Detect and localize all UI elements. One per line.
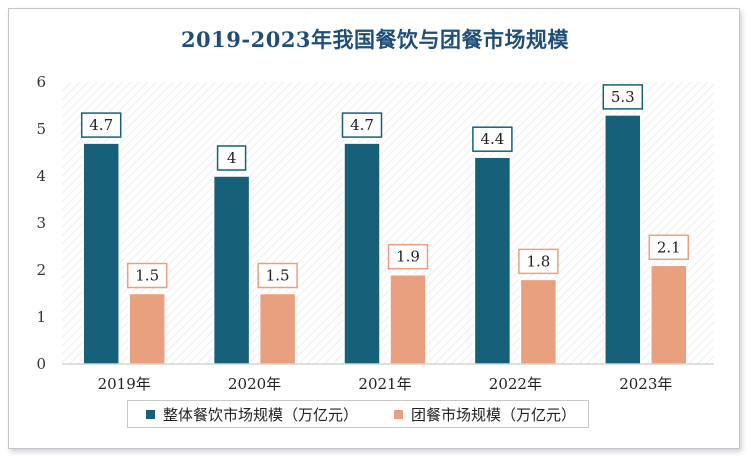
- data-label: 1.5: [135, 267, 159, 285]
- data-label: 1.9: [396, 248, 420, 266]
- data-label: 4: [227, 149, 237, 167]
- legend-swatch-total: [146, 409, 155, 419]
- legend-label-total: 整体餐饮市场规模（万亿元）: [163, 405, 359, 424]
- data-label-box: [648, 234, 690, 261]
- x-tick-label: 2022年: [489, 375, 542, 393]
- legend-item-group-meal: 团餐市场规模（万亿元）: [394, 404, 576, 425]
- data-label-box: [472, 126, 513, 152]
- y-axis: 0 1 2 3 4 5 6: [36, 73, 46, 373]
- data-label: 1.8: [526, 252, 550, 270]
- data-label: 1.5: [266, 267, 290, 285]
- bars-group: 4.7 1.5 4 1.5 4.7 1.9 4.4 1.8 5.3 2.1: [80, 84, 690, 365]
- data-label-box: [387, 243, 429, 270]
- chart-title: 2019-2023年我国餐饮与团餐市场规模: [180, 27, 570, 52]
- bar-group-meal: [128, 292, 166, 365]
- data-label-box: [80, 112, 122, 138]
- y-tick-label: 4: [36, 167, 46, 185]
- data-label-box: [216, 145, 247, 171]
- bar-total: [604, 114, 642, 365]
- y-tick-label: 1: [36, 308, 46, 326]
- bar-total: [82, 142, 120, 365]
- data-label: 5.3: [611, 88, 635, 106]
- data-label-box: [257, 262, 298, 289]
- y-tick-label: 2: [36, 261, 46, 279]
- y-tick-label: 0: [36, 355, 46, 373]
- y-tick-label: 6: [36, 73, 46, 91]
- legend-item-total: 整体餐饮市场规模（万亿元）: [146, 404, 358, 425]
- x-axis: 2019年 2020年 2021年 2022年 2023年: [62, 363, 714, 393]
- y-tick-label: 3: [36, 214, 46, 232]
- data-label: 4.7: [350, 116, 374, 134]
- legend-label-group-meal: 团餐市场规模（万亿元）: [411, 405, 577, 424]
- data-label: 4.7: [89, 116, 113, 134]
- bar-total: [212, 175, 251, 365]
- data-label: 2.1: [657, 238, 681, 256]
- bar-total: [473, 156, 512, 365]
- data-label: 4.4: [480, 130, 504, 148]
- x-tick-label: 2023年: [619, 375, 672, 393]
- data-label-box: [602, 84, 644, 110]
- data-label-box: [518, 248, 559, 275]
- x-tick-label: 2021年: [358, 375, 411, 393]
- y-tick-label: 5: [36, 120, 46, 138]
- bar-group-meal: [519, 278, 558, 365]
- legend-swatch-group-meal: [394, 409, 404, 419]
- x-tick-label: 2019年: [98, 375, 151, 393]
- legend: 整体餐饮市场规模（万亿元） 团餐市场规模（万亿元）: [127, 400, 589, 428]
- bar-group-meal: [389, 273, 427, 365]
- data-label-box: [341, 112, 383, 138]
- x-tick-label: 2020年: [228, 375, 281, 393]
- bar-group-meal: [258, 292, 297, 365]
- data-label-box: [126, 262, 168, 289]
- bar-total: [343, 142, 381, 365]
- bar-group-meal: [650, 264, 688, 365]
